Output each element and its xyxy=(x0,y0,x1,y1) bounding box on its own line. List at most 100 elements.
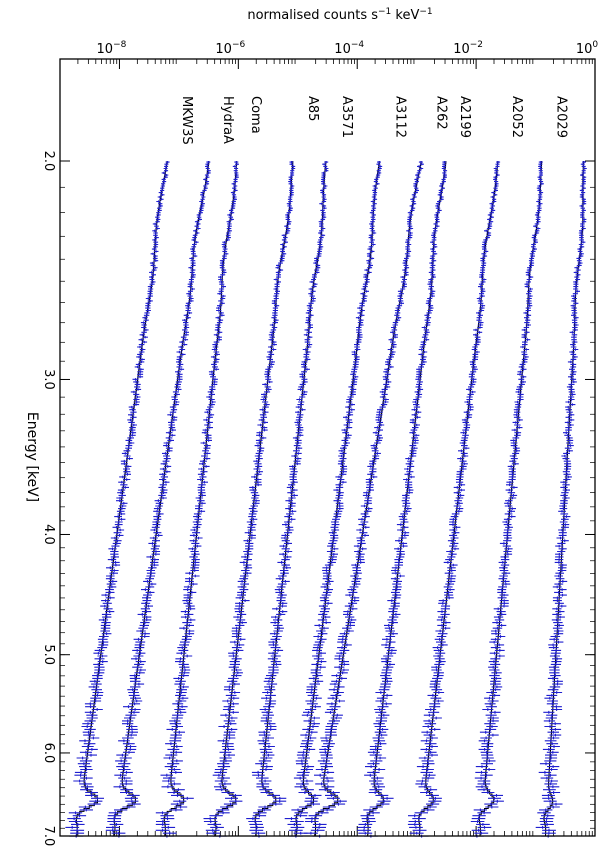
data-point xyxy=(367,465,375,468)
data-point xyxy=(472,358,478,361)
data-point xyxy=(207,413,215,416)
data-point xyxy=(500,555,509,559)
data-point xyxy=(493,187,498,190)
data-point xyxy=(274,588,284,591)
data-point xyxy=(481,742,494,746)
data-point xyxy=(105,610,115,613)
data-point xyxy=(271,302,277,305)
data-point xyxy=(578,254,584,258)
data-point xyxy=(153,250,159,253)
data-point xyxy=(483,250,489,253)
data-point xyxy=(357,321,364,324)
data-point xyxy=(301,739,314,743)
data-point xyxy=(230,191,236,194)
data-point xyxy=(369,227,375,230)
data-point xyxy=(80,768,93,771)
data-point xyxy=(133,654,144,658)
data-point xyxy=(118,768,131,771)
data-point xyxy=(99,635,109,638)
data-point xyxy=(345,624,355,627)
data-point xyxy=(470,820,485,823)
data-point xyxy=(80,776,93,780)
data-point xyxy=(143,328,149,332)
data-point xyxy=(270,340,277,344)
data-point xyxy=(328,719,340,723)
data-point xyxy=(125,444,133,447)
data-point xyxy=(314,624,324,627)
data-point xyxy=(271,343,277,346)
data-point xyxy=(291,808,305,812)
data-point xyxy=(424,323,431,327)
x-tick-label: 7.0 xyxy=(41,826,56,847)
data-point xyxy=(547,765,560,768)
data-point xyxy=(179,353,186,356)
data-point xyxy=(490,204,495,208)
data-point xyxy=(474,831,489,835)
data-point xyxy=(179,643,189,647)
data-point xyxy=(540,776,554,780)
data-point xyxy=(432,699,444,703)
data-point xyxy=(492,200,497,203)
data-point xyxy=(173,400,180,404)
data-point xyxy=(552,607,562,611)
data-point xyxy=(409,825,423,829)
data-point xyxy=(308,314,314,317)
data-point xyxy=(94,657,105,661)
data-point xyxy=(494,654,505,658)
data-point xyxy=(375,434,382,437)
data-point xyxy=(369,211,375,214)
data-point xyxy=(429,266,435,269)
data-point xyxy=(272,321,278,324)
data-point xyxy=(381,660,392,663)
data-point xyxy=(206,161,211,164)
data-point xyxy=(175,693,186,697)
data-point xyxy=(153,259,159,262)
data-point xyxy=(108,547,117,551)
data-point xyxy=(147,299,153,303)
data-point xyxy=(547,699,558,703)
data-point xyxy=(137,353,143,356)
data-point xyxy=(321,615,331,619)
data-point xyxy=(266,682,278,686)
data-point xyxy=(494,171,499,174)
data-point xyxy=(170,802,184,806)
data-point xyxy=(273,287,279,291)
data-point xyxy=(261,428,268,432)
data-point xyxy=(153,531,162,534)
data-point xyxy=(183,593,193,597)
data-point xyxy=(300,393,307,396)
data-point xyxy=(519,363,526,366)
data-point xyxy=(521,336,528,339)
data-point xyxy=(226,231,231,235)
data-point xyxy=(480,268,486,272)
data-point xyxy=(123,478,131,481)
data-point xyxy=(485,713,497,717)
data-point xyxy=(439,184,444,188)
data-point xyxy=(209,814,223,818)
data-point xyxy=(126,457,133,460)
data-point xyxy=(287,823,302,826)
data-point xyxy=(277,582,287,586)
data-point xyxy=(155,823,170,826)
data-point xyxy=(469,390,476,394)
data-point xyxy=(306,343,313,346)
data-point xyxy=(234,643,245,647)
data-point xyxy=(403,478,411,481)
data-point xyxy=(437,632,448,636)
data-point xyxy=(407,234,413,237)
data-point xyxy=(273,278,279,281)
data-point xyxy=(190,250,196,253)
data-point xyxy=(407,220,412,223)
data-point xyxy=(278,268,284,272)
data-point xyxy=(309,294,315,298)
data-point xyxy=(428,280,434,283)
data-point xyxy=(201,431,209,434)
data-point xyxy=(489,668,500,672)
data-point xyxy=(524,338,531,341)
data-point xyxy=(569,403,576,406)
data-point xyxy=(281,234,287,237)
data-point xyxy=(323,165,328,168)
data-point xyxy=(293,449,300,453)
data-point xyxy=(430,679,441,683)
data-point xyxy=(336,491,344,494)
